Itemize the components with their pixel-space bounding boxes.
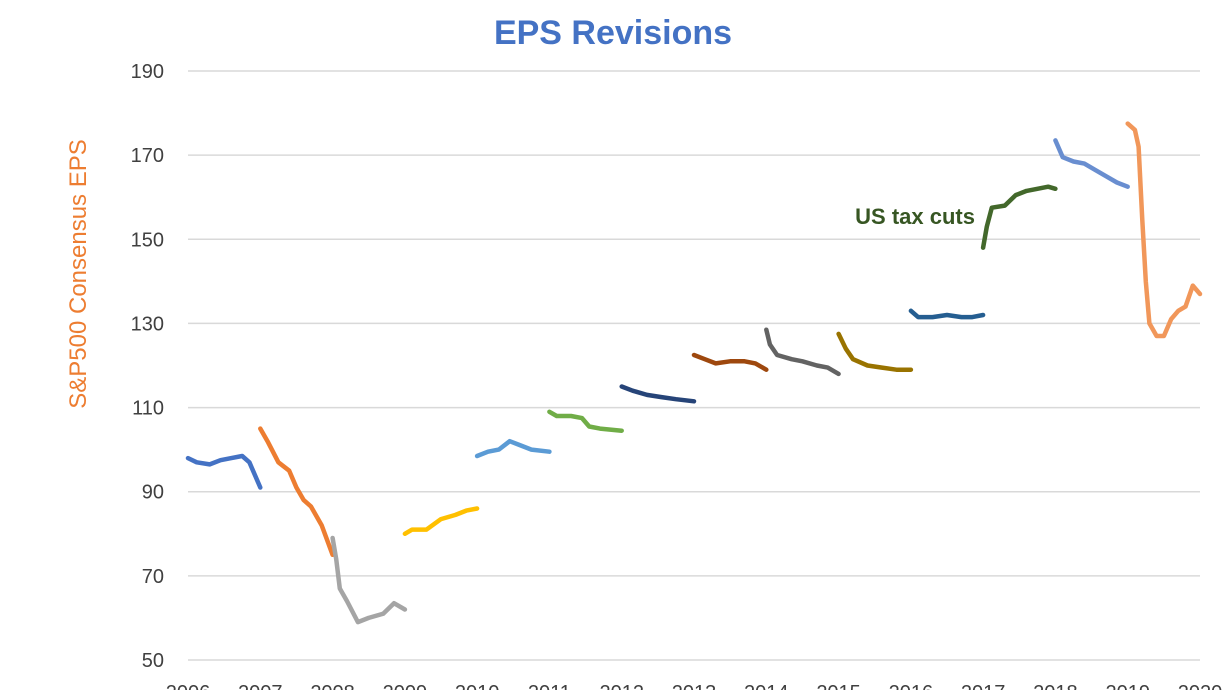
y-tick-label: 190: [131, 61, 164, 83]
series-line-2: [258, 426, 335, 558]
series-line-5: [474, 438, 552, 459]
tax-cuts-annotation: US tax cuts: [855, 204, 975, 229]
x-tick-label: 2013: [672, 682, 717, 690]
series-line-8: [691, 352, 769, 372]
series-line-12: [980, 184, 1058, 250]
y-tick-label: 150: [131, 229, 164, 251]
x-tick-label: 2018: [1033, 682, 1078, 690]
y-tick-label: 110: [132, 398, 164, 420]
x-tick-label: 2009: [383, 682, 428, 690]
x-tick-label: 2019: [1105, 682, 1150, 690]
gridlines: [188, 70, 1200, 661]
x-tick-label: 2015: [816, 682, 861, 690]
x-tick-label: 2007: [238, 682, 283, 690]
series-line-7: [619, 384, 697, 404]
series-line-11: [908, 308, 986, 320]
x-tick-label: 2020: [1178, 682, 1223, 690]
y-axis-ticks: 50 70 90 110 130 150 170 190: [131, 61, 164, 672]
series-line-13: [1053, 138, 1130, 189]
series-line-4: [402, 506, 480, 537]
y-tick-label: 170: [131, 145, 164, 167]
series-lines: [185, 121, 1203, 625]
series-line-14: [1125, 121, 1203, 339]
series-line-6: [547, 409, 624, 433]
y-tick-label: 130: [131, 313, 164, 335]
x-axis-ticks: 2006 2007 2008 2009 2010 2011 2012 2013 2014 2015…: [166, 682, 1223, 690]
series-line-1: [185, 453, 263, 490]
x-tick-label: 2017: [961, 682, 1006, 690]
x-tick-label: 2011: [528, 682, 571, 690]
y-tick-label: 90: [142, 482, 164, 504]
x-tick-label: 2016: [889, 682, 934, 690]
y-tick-label: 50: [142, 650, 164, 672]
y-axis-label: S&P500 Consensus EPS: [65, 139, 92, 409]
x-tick-label: 2012: [599, 682, 644, 690]
x-tick-label: 2014: [744, 682, 789, 690]
series-line-3: [330, 535, 408, 625]
chart-title: EPS Revisions: [494, 14, 732, 52]
x-tick-label: 2010: [455, 682, 500, 690]
series-line-10: [836, 331, 914, 372]
y-tick-label: 70: [142, 566, 164, 588]
series-line-9: [764, 327, 841, 377]
x-tick-label: 2008: [310, 682, 355, 690]
x-tick-label: 2006: [166, 682, 211, 690]
